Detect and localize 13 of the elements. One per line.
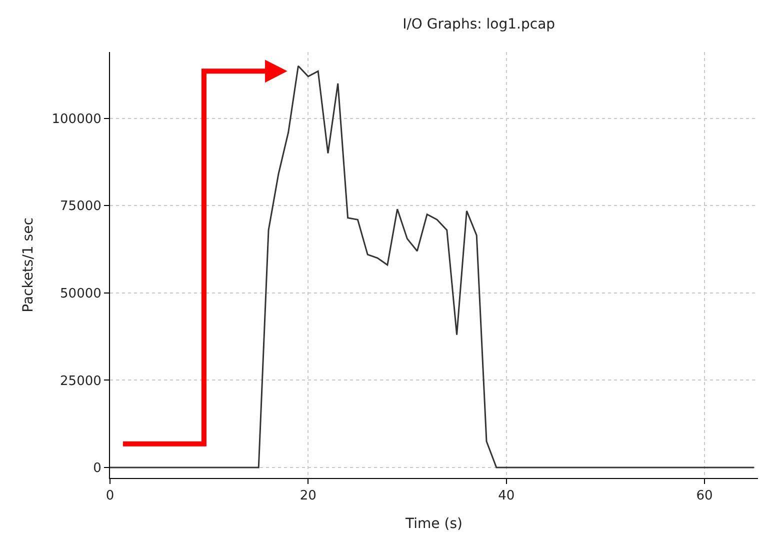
x-axis-title: Time (s) — [404, 516, 462, 532]
chart-title: I/O Graphs: log1.pcap — [402, 16, 556, 32]
y-axis-title: Packets/1 sec — [20, 218, 36, 312]
y-tick-label: 25000 — [60, 374, 102, 389]
y-tick-label: 50000 — [60, 286, 102, 302]
y-tick-label: 0 — [93, 461, 102, 476]
y-tick-label: 75000 — [60, 199, 102, 214]
x-tick-label: 60 — [696, 488, 713, 504]
y-tick-label: 100000 — [52, 112, 102, 127]
x-tick-label: 20 — [300, 488, 316, 504]
x-tick-label: 40 — [498, 488, 515, 504]
line-series — [110, 65, 755, 468]
x-tick-label: 0 — [106, 488, 114, 504]
